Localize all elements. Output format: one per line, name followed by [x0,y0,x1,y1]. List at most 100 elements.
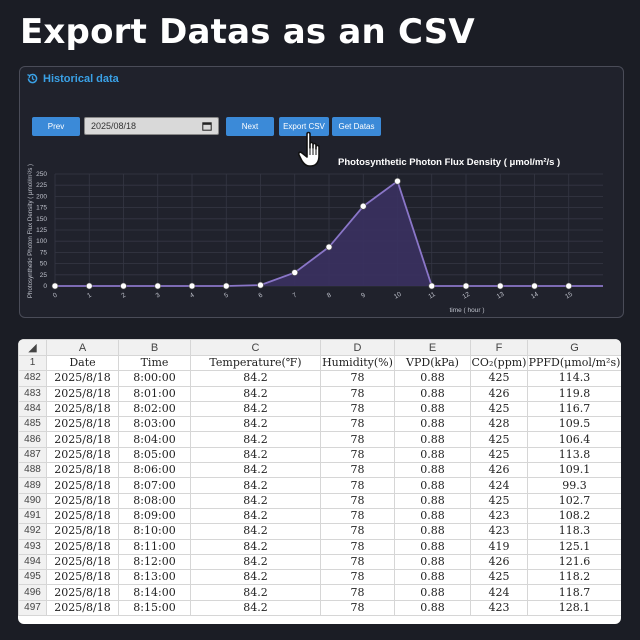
date-input[interactable]: 2025/08/18 [84,117,219,135]
table-cell[interactable]: 426 [470,553,528,571]
table-cell[interactable]: 0.88 [394,523,471,540]
table-cell[interactable]: 84.2 [190,462,321,479]
table-cell[interactable]: 0.88 [394,599,471,617]
table-cell[interactable]: 78 [320,584,395,601]
table-cell[interactable]: 128.1 [527,599,621,617]
table-cell[interactable]: 8:13:00 [118,569,191,586]
table-cell[interactable]: 425 [470,446,528,464]
select-all-triangle-icon[interactable]: ◢ [18,339,47,356]
table-cell[interactable]: 84.2 [190,385,321,402]
row-number[interactable]: 489 [18,477,47,494]
table-cell[interactable]: 78 [320,416,395,433]
column-letter[interactable]: G [527,339,621,356]
table-cell[interactable]: 78 [320,569,395,586]
table-cell[interactable]: 0.88 [394,431,471,448]
table-cell[interactable]: 8:03:00 [118,416,191,433]
next-button[interactable]: Next [226,117,274,136]
table-cell[interactable]: 78 [320,599,395,617]
table-cell[interactable]: 8:05:00 [118,446,191,464]
table-cell[interactable]: 84.2 [190,492,321,509]
column-letter[interactable]: E [394,339,471,356]
table-cell[interactable]: 8:09:00 [118,507,191,525]
row-number[interactable]: 491 [18,507,47,525]
table-cell[interactable]: 2025/8/18 [46,507,119,525]
table-cell[interactable]: 2025/8/18 [46,446,119,464]
table-cell[interactable]: 425 [470,370,528,387]
table-cell[interactable]: 118.3 [527,523,621,540]
table-cell[interactable]: 8:01:00 [118,385,191,402]
table-cell[interactable]: 78 [320,477,395,494]
table-cell[interactable]: 425 [470,492,528,509]
table-cell[interactable]: 84.2 [190,569,321,586]
table-cell[interactable]: 118.7 [527,584,621,601]
table-cell[interactable]: 2025/8/18 [46,462,119,479]
table-cell[interactable]: 84.2 [190,584,321,601]
table-cell[interactable]: 426 [470,385,528,402]
table-cell[interactable]: 0.88 [394,370,471,387]
row-number[interactable]: 488 [18,462,47,479]
table-cell[interactable]: 2025/8/18 [46,538,119,555]
table-cell[interactable]: 2025/8/18 [46,416,119,433]
get-datas-button[interactable]: Get Datas [332,117,381,136]
table-cell[interactable]: 8:08:00 [118,492,191,509]
table-cell[interactable]: 426 [470,462,528,479]
table-cell[interactable]: 8:06:00 [118,462,191,479]
table-cell[interactable]: 84.2 [190,431,321,448]
row-number[interactable]: 495 [18,569,47,586]
table-cell[interactable]: 2025/8/18 [46,431,119,448]
table-cell[interactable]: 84.2 [190,599,321,617]
table-cell[interactable]: 423 [470,523,528,540]
table-cell[interactable]: 0.88 [394,446,471,464]
calendar-icon[interactable] [202,121,212,131]
table-cell[interactable]: 84.2 [190,477,321,494]
table-cell[interactable]: 78 [320,431,395,448]
prev-button[interactable]: Prev [32,117,80,136]
table-cell[interactable]: 0.88 [394,538,471,555]
table-cell[interactable]: 0.88 [394,477,471,494]
table-cell[interactable]: 423 [470,599,528,617]
table-cell[interactable]: 423 [470,507,528,525]
table-cell[interactable]: 121.6 [527,553,621,571]
table-cell[interactable]: 84.2 [190,538,321,555]
table-cell[interactable]: 419 [470,538,528,555]
table-cell[interactable]: 2025/8/18 [46,477,119,494]
header-cell[interactable]: Time [118,354,191,372]
header-cell[interactable]: Humidity(%) [320,354,395,372]
table-cell[interactable]: 8:02:00 [118,400,191,418]
row-number[interactable]: 492 [18,523,47,540]
table-cell[interactable]: 78 [320,400,395,418]
table-cell[interactable]: 99.3 [527,477,621,494]
table-cell[interactable]: 8:12:00 [118,553,191,571]
export-csv-button[interactable]: Export CSV [279,117,329,136]
table-cell[interactable]: 78 [320,462,395,479]
table-cell[interactable]: 84.2 [190,416,321,433]
row-number[interactable]: 493 [18,538,47,555]
column-letter[interactable]: F [470,339,528,356]
table-cell[interactable]: 2025/8/18 [46,584,119,601]
table-cell[interactable]: 0.88 [394,416,471,433]
table-cell[interactable]: 106.4 [527,431,621,448]
header-cell[interactable]: PPFD(μmol/m²s) [527,354,621,372]
table-cell[interactable]: 428 [470,416,528,433]
table-cell[interactable]: 8:00:00 [118,370,191,387]
row-number[interactable]: 484 [18,400,47,418]
table-cell[interactable]: 8:04:00 [118,431,191,448]
table-cell[interactable]: 114.3 [527,370,621,387]
table-cell[interactable]: 8:11:00 [118,538,191,555]
table-cell[interactable]: 425 [470,569,528,586]
table-cell[interactable]: 2025/8/18 [46,569,119,586]
column-letter[interactable]: B [118,339,191,356]
row-number[interactable]: 487 [18,446,47,464]
table-cell[interactable]: 78 [320,538,395,555]
table-cell[interactable]: 8:14:00 [118,584,191,601]
table-cell[interactable]: 0.88 [394,462,471,479]
table-cell[interactable]: 118.2 [527,569,621,586]
header-cell[interactable]: Temperature(℉) [190,354,321,372]
table-cell[interactable]: 0.88 [394,385,471,402]
table-cell[interactable]: 0.88 [394,492,471,509]
table-cell[interactable]: 424 [470,584,528,601]
row-number[interactable]: 1 [18,354,47,372]
table-cell[interactable]: 2025/8/18 [46,400,119,418]
header-cell[interactable]: Date [46,354,119,372]
table-cell[interactable]: 8:10:00 [118,523,191,540]
